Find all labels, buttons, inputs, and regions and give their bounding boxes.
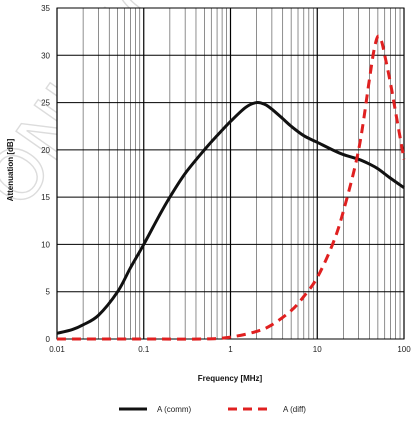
x-axis-title: Frequency [MHz] — [198, 374, 263, 383]
y-tick-labels: 0 5 10 15 20 25 30 35 — [41, 4, 50, 344]
legend: A (comm) A (diff) — [119, 405, 306, 414]
x-tick-label: 0.01 — [49, 345, 65, 354]
y-tick-label: 0 — [46, 335, 51, 344]
y-tick-label: 10 — [41, 240, 50, 249]
x-tick-label: 100 — [397, 345, 411, 354]
x-tick-label: 10 — [313, 345, 322, 354]
legend-label-comm: A (comm) — [157, 405, 192, 414]
legend-label-diff: A (diff) — [283, 405, 306, 414]
y-axis-title: Attenuation [dB] — [6, 138, 15, 201]
series-line-comm — [56, 100, 405, 335]
x-tick-label: 1 — [228, 345, 233, 354]
series-layer — [56, 34, 406, 341]
y-tick-label: 5 — [46, 288, 51, 297]
series-line-diff — [57, 34, 406, 341]
y-tick-label: 15 — [41, 193, 50, 202]
x-tick-label: 0.1 — [138, 345, 150, 354]
y-tick-label: 30 — [41, 51, 50, 60]
x-tick-labels: 0.01 0.1 1 10 100 — [49, 345, 411, 354]
y-tick-label: 35 — [41, 4, 50, 13]
y-tick-label: 25 — [41, 99, 50, 108]
y-tick-label: 20 — [41, 146, 50, 155]
